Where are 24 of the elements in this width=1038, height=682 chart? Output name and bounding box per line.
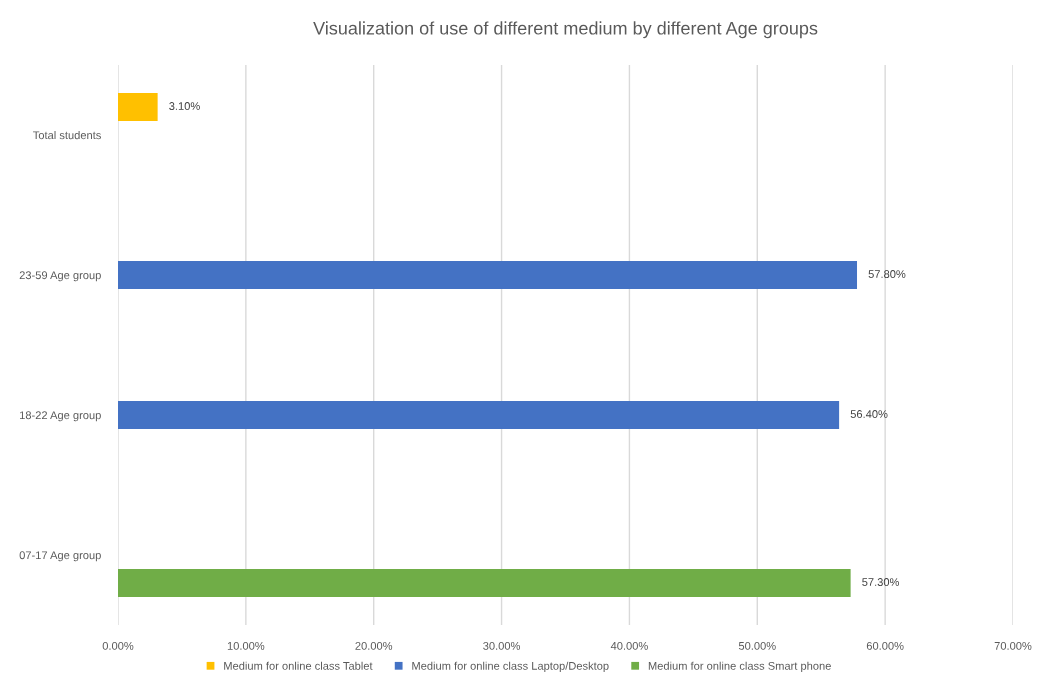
data-label: 57.80% <box>868 270 906 278</box>
bar <box>118 569 851 597</box>
y-tick-label: 23-59 Age group <box>19 271 101 282</box>
chart-title: Visualization of use of different medium by different Age groups <box>313 21 818 39</box>
bar <box>118 261 858 289</box>
bar <box>118 401 840 429</box>
data-label: 3.10% <box>169 102 200 110</box>
x-tick-label: 10.00% <box>227 641 265 650</box>
x-tick-label: 50.00% <box>738 641 776 650</box>
x-tick-label: 0.00% <box>102 641 134 650</box>
x-tick-label: 40.00% <box>610 641 648 650</box>
x-tick-label: 30.00% <box>483 641 521 650</box>
legend-label: Medium for online class Tablet <box>224 661 373 670</box>
y-tick-label: 18-22 Age group <box>20 411 101 422</box>
x-tick-label: 70.00% <box>994 641 1032 650</box>
legend-label: Medium for online class Smart phone <box>648 661 831 672</box>
x-tick-label: 60.00% <box>866 641 904 650</box>
y-tick-label: Total students <box>33 130 101 140</box>
legend-label: Medium for online class Laptop/Desktop <box>412 661 609 672</box>
x-tick-label: 20.00% <box>355 641 393 650</box>
y-tick-label: 07-17 Age group <box>19 551 101 562</box>
bar <box>118 93 158 121</box>
data-label: 56.40% <box>850 410 888 418</box>
data-label: 57.30% <box>862 578 900 586</box>
